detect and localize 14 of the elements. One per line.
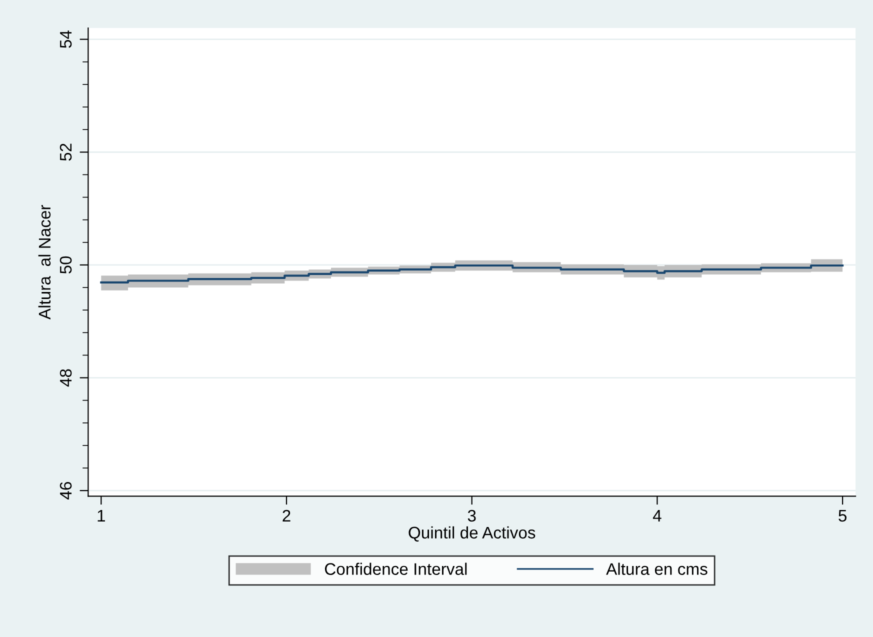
x-tick-label: 4 [652, 510, 662, 522]
y-tick-label: 52 [60, 144, 72, 161]
x-tick-label: 5 [838, 510, 846, 522]
x-tick-label: 3 [468, 510, 476, 522]
y-tick-label: 46 [60, 482, 72, 500]
legend-label: Altura en cms [606, 562, 708, 575]
y-tick-label: 50 [60, 256, 72, 274]
y-tick-label: 54 [60, 30, 72, 48]
y-tick-label: 48 [60, 369, 72, 387]
y-axis-title: Altura al Nacer [38, 204, 51, 320]
x-tick-label: 1 [98, 510, 105, 522]
x-axis-title: Quintil de Activos [408, 526, 536, 542]
text: Confidence Interval [324, 562, 467, 575]
x-tick-label: 2 [282, 510, 290, 522]
